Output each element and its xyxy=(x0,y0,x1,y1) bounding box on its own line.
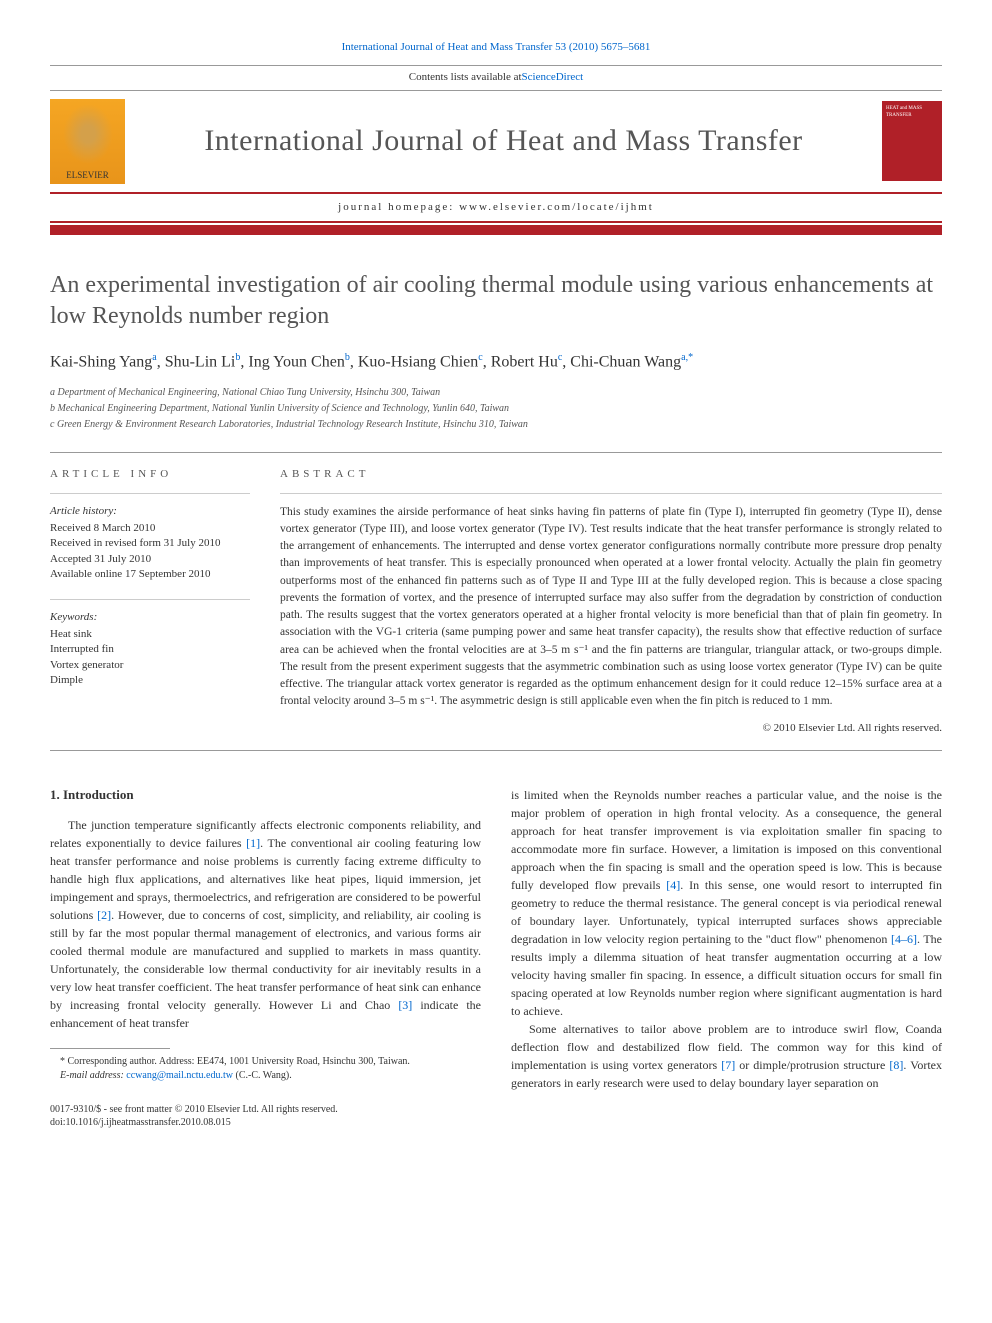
homepage-label: journal homepage: www.elsevier.com/locat… xyxy=(338,201,654,213)
keyword-4: Dimple xyxy=(50,673,250,688)
article-title: An experimental investigation of air coo… xyxy=(50,270,942,332)
doi-line: doi:10.1016/j.ijheatmasstransfer.2010.08… xyxy=(50,1116,481,1129)
elsevier-logo: ELSEVIER xyxy=(50,99,125,184)
journal-title-row: ELSEVIER International Journal of Heat a… xyxy=(50,91,942,192)
abstract-copyright: © 2010 Elsevier Ltd. All rights reserved… xyxy=(280,721,942,736)
footnote-email: E-mail address: ccwang@mail.nctu.edu.tw … xyxy=(50,1069,481,1083)
journal-title: International Journal of Heat and Mass T… xyxy=(125,120,882,162)
abstract-label: ABSTRACT xyxy=(280,467,942,482)
history-revised: Received in revised form 31 July 2010 xyxy=(50,536,250,551)
issn-line: 0017-9310/$ - see front matter © 2010 El… xyxy=(50,1103,481,1116)
contents-row: Contents lists available at ScienceDirec… xyxy=(50,65,942,90)
keywords-label: Keywords: xyxy=(50,610,250,625)
contents-text: Contents lists available at xyxy=(409,70,522,85)
affiliations: a Department of Mechanical Engineering, … xyxy=(50,385,942,432)
body-p2: is limited when the Reynolds number reac… xyxy=(511,786,942,1020)
info-label: ARTICLE INFO xyxy=(50,467,250,482)
keywords-rule xyxy=(50,599,250,600)
cover-text: HEAT and MASS TRANSFER xyxy=(886,105,938,119)
sciencedirect-link[interactable]: ScienceDirect xyxy=(522,70,584,85)
body-col-right: is limited when the Reynolds number reac… xyxy=(511,786,942,1129)
affiliation-b: b Mechanical Engineering Department, Nat… xyxy=(50,401,942,416)
body-col-left: 1. Introduction The junction temperature… xyxy=(50,786,481,1129)
footnote-rule xyxy=(50,1048,170,1049)
history-received: Received 8 March 2010 xyxy=(50,521,250,536)
body-columns: 1. Introduction The junction temperature… xyxy=(50,786,942,1129)
journal-cover-thumb: HEAT and MASS TRANSFER xyxy=(882,101,942,181)
keyword-3: Vortex generator xyxy=(50,658,250,673)
section-1-heading: 1. Introduction xyxy=(50,786,481,804)
email-label: E-mail address: xyxy=(60,1070,126,1081)
authors-line: Kai-Shing Yanga, Shu-Lin Lib, Ing Youn C… xyxy=(50,351,942,374)
red-bar xyxy=(50,225,942,235)
homepage-row: journal homepage: www.elsevier.com/locat… xyxy=(50,192,942,223)
body-p3: Some alternatives to tailor above proble… xyxy=(511,1020,942,1092)
journal-header: Contents lists available at ScienceDirec… xyxy=(50,65,942,235)
keywords-block: Keywords: Heat sink Interrupted fin Vort… xyxy=(50,599,250,689)
history-online: Available online 17 September 2010 xyxy=(50,567,250,582)
footnote-corr: * Corresponding author. Address: EE474, … xyxy=(50,1055,481,1069)
elsevier-label: ELSEVIER xyxy=(66,169,109,182)
top-citation: International Journal of Heat and Mass T… xyxy=(50,40,942,55)
footer: 0017-9310/$ - see front matter © 2010 El… xyxy=(50,1103,481,1129)
article-info-col: ARTICLE INFO Article history: Received 8… xyxy=(50,467,250,736)
body-p1: The junction temperature significantly a… xyxy=(50,816,481,1032)
info-rule xyxy=(50,493,250,494)
affiliation-a: a Department of Mechanical Engineering, … xyxy=(50,385,942,400)
info-abstract-row: ARTICLE INFO Article history: Received 8… xyxy=(50,452,942,751)
email-link[interactable]: ccwang@mail.nctu.edu.tw xyxy=(126,1070,233,1081)
citation-link[interactable]: International Journal of Heat and Mass T… xyxy=(342,41,651,53)
affiliation-c: c Green Energy & Environment Research La… xyxy=(50,417,942,432)
history-label: Article history: xyxy=(50,504,250,519)
abstract-text: This study examines the airside performa… xyxy=(280,504,942,711)
email-attribution: (C.-C. Wang). xyxy=(233,1070,292,1081)
keyword-1: Heat sink xyxy=(50,627,250,642)
history-accepted: Accepted 31 July 2010 xyxy=(50,552,250,567)
keyword-2: Interrupted fin xyxy=(50,642,250,657)
abstract-col: ABSTRACT This study examines the airside… xyxy=(280,467,942,736)
abstract-rule xyxy=(280,493,942,494)
